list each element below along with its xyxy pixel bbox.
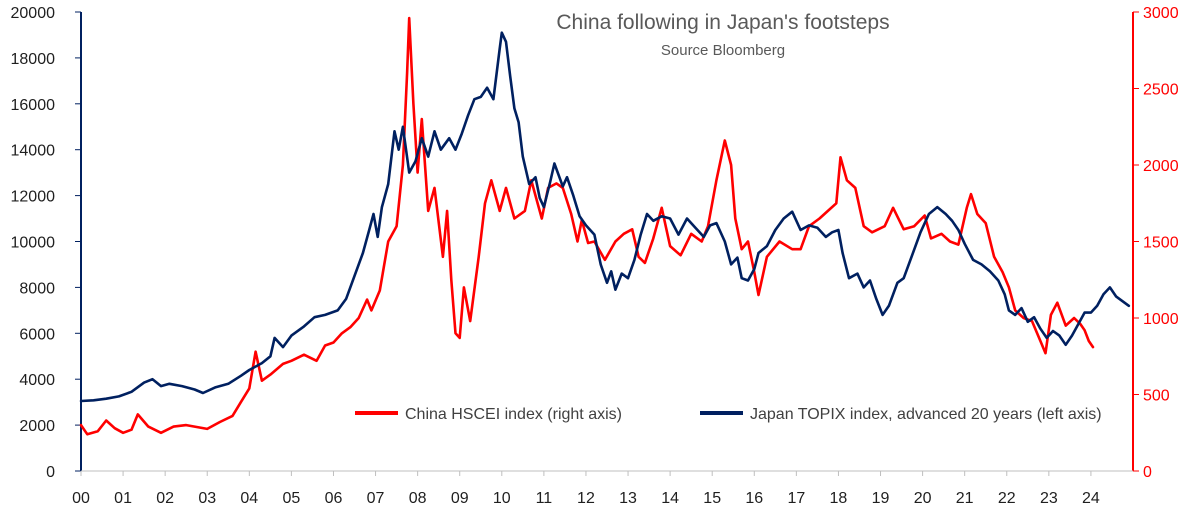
left-y-tick-label: 12000 <box>11 189 56 206</box>
x-tick-label: 04 <box>240 490 258 507</box>
left-y-tick-label: 18000 <box>11 51 56 68</box>
right-y-axis-ticks: 0 500 1000 1500 2000 2500 3000 <box>1133 5 1179 481</box>
legend: China HSCEI index (right axis) Japan TOP… <box>355 406 1102 423</box>
x-tick-label: 23 <box>1040 490 1058 507</box>
x-tick-label: 17 <box>787 490 805 507</box>
x-tick-label: 00 <box>72 490 90 507</box>
chart-subtitle: Source Bloomberg <box>661 42 785 59</box>
x-tick-label: 05 <box>283 490 301 507</box>
left-y-tick-label: 16000 <box>11 97 56 114</box>
legend-label-japan-topix: Japan TOPIX index, advanced 20 years (le… <box>750 406 1102 423</box>
left-y-tick-label: 4000 <box>19 372 55 389</box>
legend-label-china-hscei: China HSCEI index (right axis) <box>405 406 622 423</box>
x-tick-label: 01 <box>114 490 132 507</box>
x-tick-label: 15 <box>703 490 721 507</box>
right-y-tick-label: 2500 <box>1143 82 1179 99</box>
left-y-tick-label: 14000 <box>11 143 56 160</box>
x-tick-label: 22 <box>998 490 1016 507</box>
left-y-tick-label: 10000 <box>11 235 56 252</box>
x-tick-label: 10 <box>493 490 511 507</box>
x-tick-label: 07 <box>367 490 385 507</box>
axes <box>80 12 1134 472</box>
right-y-tick-label: 1500 <box>1143 235 1179 252</box>
left-y-tick-label: 20000 <box>11 5 56 22</box>
right-y-tick-label: 0 <box>1143 464 1152 481</box>
x-tick-label: 18 <box>830 490 848 507</box>
x-tick-label: 02 <box>156 490 174 507</box>
left-y-tick-label: 0 <box>46 464 55 481</box>
x-tick-label: 06 <box>325 490 343 507</box>
x-axis-ticks: 00 01 02 03 04 05 06 07 08 09 10 11 12 13 14 15 16 17 18 19… <box>72 471 1100 507</box>
series-lines <box>79 16 1131 436</box>
x-tick-label: 13 <box>619 490 637 507</box>
chart-title: China following in Japan's footsteps <box>556 11 889 34</box>
x-tick-label: 09 <box>451 490 469 507</box>
x-tick-label: 14 <box>661 490 679 507</box>
x-tick-label: 19 <box>872 490 890 507</box>
left-y-axis-ticks: 0 2000 4000 6000 8000 10000 12000 14000 16000 180… <box>11 5 81 481</box>
x-tick-label: 24 <box>1082 490 1100 507</box>
right-y-tick-label: 3000 <box>1143 5 1179 22</box>
right-y-tick-label: 500 <box>1143 388 1170 405</box>
x-tick-label: 11 <box>536 490 553 507</box>
right-y-tick-label: 1000 <box>1143 311 1179 328</box>
x-tick-label: 08 <box>409 490 427 507</box>
series-line-japan-topix <box>79 31 1131 403</box>
x-tick-label: 03 <box>198 490 216 507</box>
x-tick-label: 12 <box>577 490 595 507</box>
x-tick-label: 20 <box>914 490 932 507</box>
left-y-tick-label: 8000 <box>19 280 55 297</box>
right-y-tick-label: 2000 <box>1143 158 1179 175</box>
x-tick-label: 21 <box>956 490 974 507</box>
left-y-tick-label: 2000 <box>19 418 55 435</box>
left-y-tick-label: 6000 <box>19 326 55 343</box>
x-tick-label: 16 <box>745 490 763 507</box>
